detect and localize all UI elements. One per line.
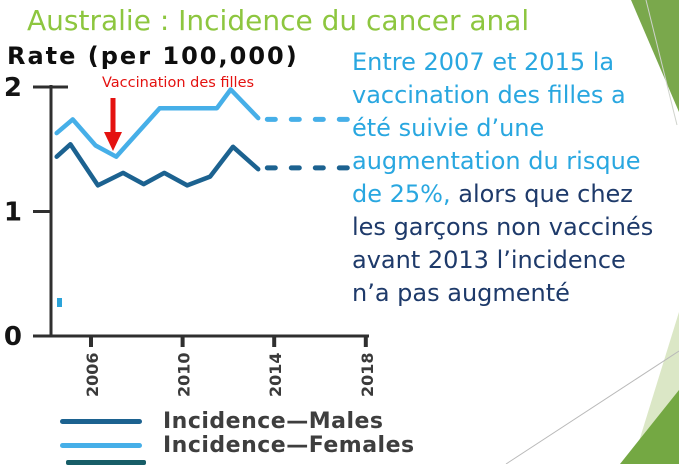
x-tick-label-2010: 2010: [175, 352, 194, 397]
legend-swatch-females: [60, 442, 142, 448]
commentary-segment-accent: été suivie d’une: [352, 114, 545, 142]
commentary-segment-accent: de 25%,: [352, 180, 459, 208]
annotation-arrow-head: [104, 132, 122, 151]
x-tick-label-2006: 2006: [83, 352, 102, 397]
commentary-segment-accent: augmentation du risque: [352, 147, 641, 175]
legend-row-incidence-males: Incidence—Males: [60, 408, 415, 434]
commentary-line-4: augmentation du risque: [352, 145, 653, 178]
legend-third-swatch-partial: [66, 460, 146, 465]
commentary-segment-dark: avant 2013 l’incidence: [352, 246, 626, 274]
chart-title: Rate (per 100,000): [7, 42, 299, 70]
commentary-segment-dark: alors que chez: [458, 180, 633, 208]
commentary-text: Entre 2007 et 2015 la vaccination des fil…: [352, 46, 653, 310]
annotation-label: Vaccination des filles: [102, 75, 254, 91]
legend-label-incidence-females: Incidence—Females: [163, 432, 415, 458]
axis-artifact-mark: [57, 298, 62, 307]
deco-line-top-right: [645, 0, 678, 126]
commentary-line-5: de 25%, alors que chez: [352, 178, 653, 211]
y-tick-label-1: 1: [4, 198, 22, 228]
y-tick-label-2: 2: [4, 73, 22, 103]
commentary-line-8: n’a pas augmenté: [352, 277, 653, 310]
deco-line-bottom-right: [505, 350, 679, 464]
x-tick-label-2018: 2018: [358, 352, 377, 397]
commentary-segment-dark: n’a pas augmenté: [352, 279, 570, 307]
x-tick-label-2014: 2014: [266, 352, 285, 397]
series-incidence-females: [54, 87, 261, 159]
commentary-line-1: Entre 2007 et 2015 la: [352, 46, 653, 79]
legend-label-incidence-males: Incidence—Males: [163, 408, 384, 434]
series-incidence-males: [54, 142, 261, 188]
commentary-line-6: les garçons non vaccinés: [352, 211, 653, 244]
commentary-segment-accent: Entre 2007 et 2015 la: [352, 48, 615, 76]
legend-swatch-males: [60, 418, 142, 424]
commentary-segment-accent: vaccination des filles a: [352, 81, 626, 109]
commentary-line-3: été suivie d’une: [352, 112, 653, 145]
chart-legend: Incidence—Males Incidence—Females: [60, 408, 415, 458]
legend-row-incidence-females: Incidence—Females: [60, 432, 415, 458]
commentary-line-7: avant 2013 l’incidence: [352, 244, 653, 277]
corner-triangle-dark-bottom-right: [620, 390, 679, 464]
commentary-segment-dark: les garçons non vaccinés: [352, 213, 654, 241]
commentary-line-2: vaccination des filles a: [352, 79, 653, 112]
slide-title: Australie : Incidence du cancer anal: [27, 4, 530, 37]
y-tick-label-0: 0: [4, 322, 22, 352]
